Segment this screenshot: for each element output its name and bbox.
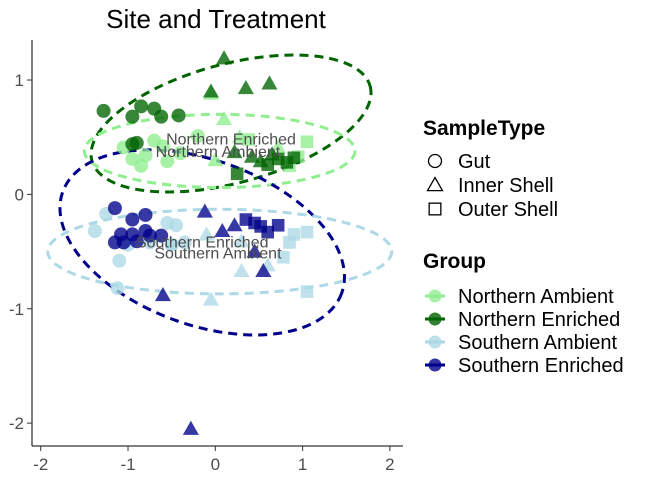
group-label-southern-ambient: Southern Ambient [154, 246, 282, 263]
legend-dot-northern-enriched [428, 312, 442, 326]
confidence-ellipse-northern-ambient [82, 112, 357, 190]
data-point-northern-ambient-triangle [215, 110, 233, 125]
legend-dot-southern-enriched [428, 358, 442, 372]
data-point-northern-ambient-circle [160, 154, 175, 169]
data-point-northern-enriched-circle [134, 99, 149, 114]
data-point-southern-ambient-triangle [198, 226, 215, 241]
legend-label-outer-shell: Outer Shell [458, 199, 558, 221]
x-tick-label: -2 [33, 455, 48, 474]
data-point-northern-enriched-circle [154, 109, 169, 124]
data-point-southern-ambient-square [283, 236, 296, 249]
data-point-northern-enriched-square [261, 158, 274, 171]
data-point-southern-ambient-triangle [233, 262, 250, 278]
data-point-southern-ambient-triangle [202, 291, 220, 306]
data-point-northern-enriched-square [230, 167, 244, 181]
data-point-northern-ambient-square [300, 135, 314, 149]
data-point-northern-enriched-circle [125, 109, 140, 124]
data-point-northern-enriched-square [287, 151, 301, 165]
group-label-southern-enriched: Southern Enriched [136, 234, 269, 251]
group-label-northern-enriched: Northern Enriched [166, 131, 296, 148]
data-point-southern-ambient-square [300, 285, 314, 298]
data-point-southern-enriched-circle [129, 234, 144, 249]
ellipse-layer [46, 53, 394, 337]
data-point-northern-enriched-triangle [243, 148, 261, 163]
data-point-southern-ambient-triangle [233, 233, 250, 248]
x-tick-label: 1 [298, 455, 307, 474]
data-point-southern-ambient-circle [169, 218, 184, 233]
data-point-southern-ambient-circle [164, 237, 179, 252]
data-point-northern-enriched-triangle [215, 50, 233, 65]
legend-dot-northern-ambient [428, 289, 442, 303]
legend-label-southern-ambient: Southern Ambient [458, 332, 617, 354]
data-point-northern-ambient-circle [138, 148, 153, 163]
data-point-northern-enriched-triangle [226, 144, 243, 159]
y-tick-label: -1 [9, 300, 24, 319]
data-point-northern-ambient-triangle [207, 152, 224, 167]
legend-label-northern-enriched: Northern Enriched [458, 309, 620, 331]
legend-dot-southern-ambient [428, 335, 442, 349]
data-point-southern-enriched-triangle [196, 203, 213, 218]
legend-label-gut: Gut [458, 151, 491, 173]
data-point-northern-ambient-circle [173, 146, 188, 161]
confidence-ellipse-southern-ambient [46, 207, 394, 296]
x-tick-label: -1 [120, 455, 135, 474]
data-point-southern-enriched-circle [154, 228, 169, 243]
data-point-southern-enriched-circle [125, 212, 140, 227]
legend-label-northern-ambient: Northern Ambient [458, 286, 614, 308]
y-tick-label: 0 [15, 185, 24, 204]
data-point-southern-ambient-square [277, 250, 290, 264]
group-label-northern-ambient: Northern Ambient [156, 144, 281, 161]
legend-key-circle [427, 153, 443, 169]
axes: -2 -1 0 1 2 -2 -1 0 1 [9, 40, 403, 474]
data-point-northern-ambient-circle [155, 139, 170, 154]
data-point-southern-enriched-square [271, 218, 285, 232]
legend-title-group: Group [423, 250, 486, 273]
chart-title: Site and Treatment [106, 4, 326, 34]
data-point-southern-enriched-circle [142, 228, 157, 243]
data-point-southern-enriched-square [261, 225, 274, 239]
confidence-ellipse-southern-enriched [58, 148, 346, 337]
data-point-southern-ambient-circle [87, 223, 102, 238]
x-tick-label: 0 [211, 455, 220, 474]
data-point-southern-enriched-triangle [214, 222, 231, 238]
data-point-southern-enriched-triangle [182, 420, 199, 435]
data-point-northern-enriched-triangle [261, 75, 278, 90]
data-point-southern-enriched-triangle [246, 243, 263, 258]
data-point-southern-ambient-circle [112, 253, 127, 268]
data-point-northern-enriched-circle [129, 135, 144, 150]
data-point-southern-ambient-circle [177, 235, 192, 250]
legend-key-square [428, 202, 442, 216]
data-point-northern-enriched-triangle [237, 79, 254, 95]
data-point-northern-enriched-circle [171, 108, 186, 123]
legend-title-sampletype: SampleType [423, 117, 545, 140]
data-point-southern-enriched-circle [107, 201, 122, 216]
legend-label-southern-enriched: Southern Enriched [458, 355, 624, 377]
data-point-southern-enriched-triangle [255, 262, 272, 278]
point-layer [87, 50, 314, 435]
data-point-southern-ambient-square [300, 225, 314, 239]
y-tick-label: 1 [15, 71, 24, 90]
legend-key-triangle [426, 176, 444, 192]
data-point-northern-enriched-circle [96, 103, 111, 118]
data-point-southern-enriched-triangle [226, 217, 243, 232]
data-point-southern-enriched-circle [138, 207, 153, 222]
x-tick-label: 2 [385, 455, 394, 474]
data-point-northern-ambient-square [242, 133, 255, 146]
data-point-southern-enriched-triangle [154, 286, 171, 302]
y-tick-label: -2 [9, 414, 24, 433]
data-point-northern-enriched-triangle [202, 83, 220, 98]
data-point-northern-ambient-circle [190, 129, 205, 144]
data-point-southern-ambient-circle [110, 281, 125, 296]
legend-label-inner-shell: Inner Shell [458, 175, 554, 197]
